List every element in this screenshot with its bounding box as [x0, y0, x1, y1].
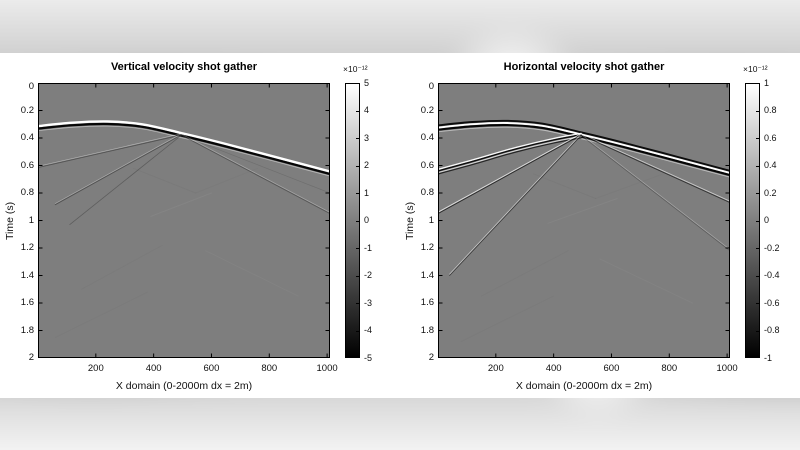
colorbar-tick-label: -0.2 [764, 242, 780, 253]
colorbar-tick-mark [756, 193, 759, 194]
figure-right: Horizontal velocity shot gather Time (s)… [400, 53, 800, 398]
y-tick-label: 1 [28, 214, 34, 226]
y-tick-label: 1.8 [420, 324, 434, 336]
x-tick-label: 800 [261, 363, 278, 374]
colorbar-tick-mark [356, 303, 359, 304]
colorbar-tick-label: -0.6 [764, 297, 780, 308]
colorbar-tick-mark [356, 110, 359, 112]
y-tick-label: 0.4 [420, 132, 434, 143]
colorbar-tick-mark [756, 275, 759, 277]
colorbar-tick-mark [756, 303, 759, 304]
colorbar-tick-label: -3 [364, 297, 373, 308]
y-tick-label: 0.6 [420, 159, 434, 171]
colorbar-tick-label: -1 [364, 242, 373, 253]
colorbar-tick-label: 2 [364, 160, 370, 170]
seismic-image-right [438, 83, 730, 358]
y-tick-label: 1 [428, 214, 434, 226]
colorbar-tick-mark [356, 193, 359, 194]
colorbar-tick-label: 0.6 [764, 132, 777, 143]
colorbar-tick-mark [756, 165, 759, 167]
colorbar-tick-label: -5 [364, 352, 373, 363]
colorbar-tick-label: 4 [364, 105, 370, 115]
y-tick-label: 1.4 [420, 269, 434, 281]
colorbar-gradient-left [346, 84, 359, 357]
colorbar-tick-mark [756, 330, 759, 332]
seismic-plot-left [38, 83, 330, 358]
colorbar-tick-mark [756, 138, 759, 139]
colorbar-tick-mark [756, 248, 759, 249]
colorbar-tick-mark [356, 275, 359, 277]
y-tick-label: 0.2 [420, 104, 434, 116]
colorbar-tick-label: 0.4 [764, 160, 777, 170]
colorbar-tick-mark [756, 357, 759, 358]
colorbar-right [745, 83, 760, 358]
colorbar-tick-label: 5 [364, 77, 370, 88]
colorbar-tick-label: -0.4 [764, 270, 780, 280]
figure-left: Vertical velocity shot gather Time (s) X… [0, 53, 400, 398]
colorbar-left [345, 83, 360, 358]
y-tick-label: 0 [28, 81, 34, 92]
y-tick-label: 1.6 [420, 297, 434, 308]
y-tick-label: 0.4 [20, 132, 34, 143]
top-blur-band [0, 0, 800, 53]
x-tick-label: 600 [203, 363, 220, 374]
colorbar-exponent-left: ×10⁻¹² [343, 64, 368, 74]
x-axis-label-left: X domain (0-2000m dx = 2m) [115, 380, 253, 392]
x-tick-label: 400 [545, 363, 562, 374]
y-tick-label: 1.2 [420, 242, 434, 253]
y-tick-label: 1.6 [20, 297, 34, 308]
x-axis-label-right: X domain (0-2000m dx = 2m) [515, 380, 653, 392]
colorbar-tick-label: -1 [764, 352, 773, 363]
y-tick-label: 0.8 [420, 187, 434, 198]
colorbar-tick-mark [356, 330, 359, 332]
y-tick-label: 0.8 [20, 187, 34, 198]
colorbar-tick-label: 0 [364, 215, 370, 225]
seismic-plot-right [438, 83, 730, 358]
colorbar-tick-label: 1 [364, 187, 370, 198]
colorbar-tick-label: -0.8 [764, 325, 780, 335]
colorbar-tick-mark [356, 248, 359, 249]
colorbar-tick-label: 0.2 [764, 187, 777, 198]
colorbar-tick-label: -4 [364, 325, 373, 335]
colorbar-tick-mark [356, 357, 359, 358]
colorbar-tick-mark [756, 110, 759, 112]
x-tick-label: 600 [603, 363, 620, 374]
colorbar-tick-label: 3 [364, 132, 370, 143]
colorbar-tick-mark [756, 220, 759, 222]
x-tick-label: 400 [145, 363, 162, 374]
y-tick-label: 1.2 [20, 242, 34, 253]
y-tick-label: 0.6 [20, 159, 34, 171]
y-tick-label: 0.2 [20, 104, 34, 116]
colorbar-tick-mark [756, 83, 759, 84]
y-tick-label: 0 [428, 81, 434, 92]
x-tick-label: 800 [661, 363, 678, 374]
colorbar-tick-label: 0 [764, 215, 770, 225]
top-blur-gradient [0, 0, 800, 53]
colorbar-tick-mark [356, 83, 359, 84]
figure-canvas: Vertical velocity shot gather Time (s) X… [0, 53, 800, 398]
x-tick-label: 1000 [716, 363, 738, 374]
y-tick-label: 2 [428, 352, 434, 363]
plot-title-right: Horizontal velocity shot gather [503, 61, 665, 73]
x-tick-label: 200 [487, 363, 504, 374]
colorbar-exponent-right: ×10⁻¹² [743, 64, 768, 74]
x-tick-label: 1000 [316, 363, 338, 374]
colorbar-tick-label: 1 [764, 77, 770, 88]
x-tick-label: 200 [87, 363, 104, 374]
colorbar-tick-mark [356, 138, 359, 139]
colorbar-tick-mark [356, 220, 359, 222]
seismic-image-left [38, 83, 330, 358]
y-tick-label: 1.8 [20, 324, 34, 336]
colorbar-tick-label: -2 [364, 270, 373, 280]
colorbar-gradient-right [746, 84, 759, 357]
y-tick-label: 1.4 [20, 269, 34, 281]
bottom-blur-gradient [0, 398, 800, 450]
colorbar-tick-label: 0.8 [764, 105, 777, 115]
y-tick-label: 2 [28, 352, 34, 363]
plot-title-left: Vertical velocity shot gather [110, 61, 258, 73]
colorbar-tick-mark [356, 165, 359, 167]
bottom-blur-band [0, 398, 800, 450]
